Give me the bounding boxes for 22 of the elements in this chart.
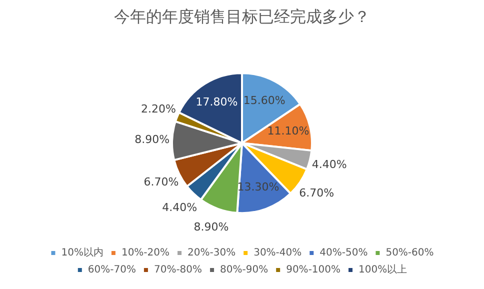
chart-title: 今年的年度销售目标已经完成多少？ (114, 6, 370, 26)
legend-label: 100%以上 (358, 264, 408, 276)
data-label: 15.60% (243, 94, 286, 107)
data-label: 8.90% (194, 220, 229, 234)
legend-label: 20%-30% (188, 248, 236, 259)
data-label: 8.90% (134, 132, 170, 146)
data-label: 4.40% (162, 200, 198, 214)
data-label: 4.40% (312, 158, 347, 171)
data-label: 6.70% (299, 186, 334, 200)
legend-label: 10%-20% (121, 248, 170, 259)
data-label: 6.70% (144, 176, 179, 189)
legend-label: 70%-80% (154, 264, 202, 276)
legend-label: 40%-50% (320, 248, 368, 259)
legend-label: 90%-100% (286, 264, 341, 276)
legend-label: 60%-70% (88, 264, 136, 276)
data-label: 17.80% (196, 96, 238, 109)
legend-label: 80%-90% (220, 264, 268, 276)
legend-label: 10%以内 (61, 246, 104, 259)
legend-label: 50%-60% (386, 248, 434, 259)
legend-label: 30%-40% (254, 248, 302, 259)
data-label: 2.20% (141, 102, 176, 116)
data-label: 11.10% (267, 124, 310, 138)
